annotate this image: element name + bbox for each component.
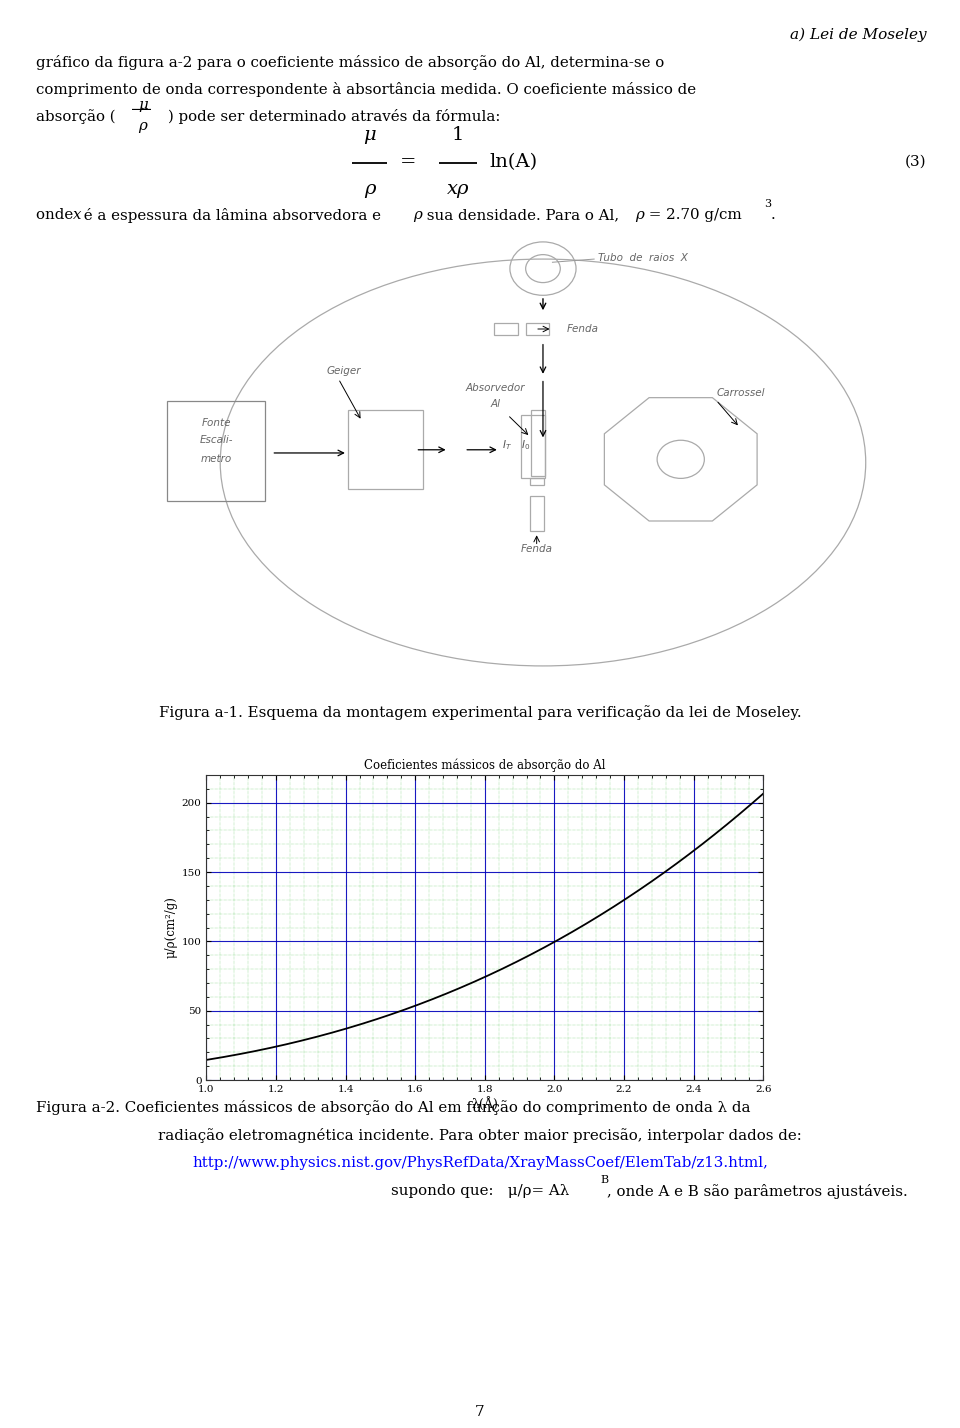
Text: é a espessura da lâmina absorvedora e: é a espessura da lâmina absorvedora e xyxy=(79,208,386,223)
Bar xyxy=(531,410,545,477)
Text: $I_T$: $I_T$ xyxy=(502,438,512,453)
Text: x: x xyxy=(73,208,82,221)
Bar xyxy=(348,410,423,490)
Text: radiação eletromagnética incidente. Para obter maior precisão, interpolar dados : radiação eletromagnética incidente. Para… xyxy=(158,1128,802,1142)
Text: ρ: ρ xyxy=(413,208,421,221)
Text: Fenda: Fenda xyxy=(520,544,553,554)
Bar xyxy=(521,414,544,478)
Text: gráfico da figura a-2 para o coeficiente mássico de absorção do Al, determina-se: gráfico da figura a-2 para o coeficiente… xyxy=(36,56,664,70)
Text: B: B xyxy=(601,1175,609,1185)
Text: μ: μ xyxy=(363,126,376,144)
Text: 7: 7 xyxy=(475,1405,485,1419)
Y-axis label: μ/ρ(cm²/g): μ/ρ(cm²/g) xyxy=(164,897,178,958)
Text: .: . xyxy=(771,208,776,221)
Text: Al: Al xyxy=(491,398,501,408)
Text: $I_0$: $I_0$ xyxy=(521,438,530,453)
Text: = 2.70 g/cm: = 2.70 g/cm xyxy=(644,208,742,221)
Text: supondo que:   μ/ρ= Aλ: supondo que: μ/ρ= Aλ xyxy=(391,1184,569,1198)
Text: Absorvedor: Absorvedor xyxy=(466,383,525,393)
Text: Figura a-1. Esquema da montagem experimental para verificação da lei de Moseley.: Figura a-1. Esquema da montagem experime… xyxy=(158,705,802,720)
Text: Fenda: Fenda xyxy=(566,324,599,334)
Text: ρ: ρ xyxy=(364,180,375,198)
Text: xρ: xρ xyxy=(446,180,469,198)
Text: Figura a-2. Coeficientes mássicos de absorção do Al em função do comprimento de : Figura a-2. Coeficientes mássicos de abs… xyxy=(36,1100,751,1115)
Text: μ: μ xyxy=(138,97,148,111)
Text: onde: onde xyxy=(36,208,79,221)
Bar xyxy=(530,478,543,484)
Text: =: = xyxy=(400,153,417,171)
Text: ) pode ser determinado através da fórmula:: ) pode ser determinado através da fórmul… xyxy=(168,109,500,124)
Text: (3): (3) xyxy=(904,156,926,169)
Text: ln(A): ln(A) xyxy=(490,153,538,171)
Text: ρ: ρ xyxy=(138,119,147,133)
Text: absorção (: absorção ( xyxy=(36,109,116,124)
Text: Tubo  de  raios  X: Tubo de raios X xyxy=(598,253,688,263)
Text: , onde A e B são parâmetros ajustáveis.: , onde A e B são parâmetros ajustáveis. xyxy=(607,1184,907,1200)
Bar xyxy=(530,496,543,531)
Text: 1: 1 xyxy=(452,126,464,144)
Text: 3: 3 xyxy=(764,200,771,210)
Text: sua densidade. Para o Al,: sua densidade. Para o Al, xyxy=(422,208,624,221)
Title: Coeficientes mássicos de absorção do Al: Coeficientes mássicos de absorção do Al xyxy=(364,758,606,773)
X-axis label: λ(Å): λ(Å) xyxy=(471,1097,498,1111)
Text: a) Lei de Moseley: a) Lei de Moseley xyxy=(790,27,926,41)
Bar xyxy=(167,401,265,501)
Text: Geiger: Geiger xyxy=(326,366,361,376)
Text: ρ: ρ xyxy=(636,208,644,221)
Bar xyxy=(494,323,517,334)
Text: Carrossel: Carrossel xyxy=(716,388,765,398)
Text: http://www.physics.nist.gov/PhysRefData/XrayMassCoef/ElemTab/z13.html,: http://www.physics.nist.gov/PhysRefData/… xyxy=(192,1157,768,1170)
Text: Escali-: Escali- xyxy=(200,436,233,446)
Bar xyxy=(526,323,549,334)
Text: metro: metro xyxy=(201,454,232,464)
Text: comprimento de onda correspondente à absortância medida. O coeficiente mássico d: comprimento de onda correspondente à abs… xyxy=(36,81,697,97)
Text: Fonte: Fonte xyxy=(202,417,231,427)
